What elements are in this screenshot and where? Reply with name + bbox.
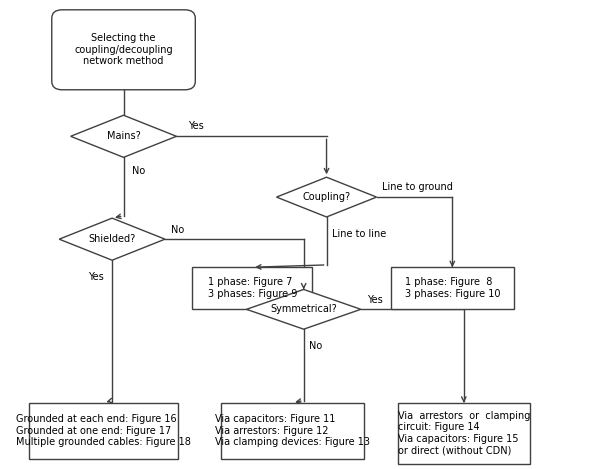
- Text: Grounded at each end: Figure 16
Grounded at one end: Figure 17
Multiple grounded: Grounded at each end: Figure 16 Grounded…: [16, 414, 191, 447]
- Bar: [29, 403, 178, 459]
- Text: 1 phase: Figure 7
3 phases: Figure 9: 1 phase: Figure 7 3 phases: Figure 9: [207, 278, 297, 299]
- Polygon shape: [277, 177, 377, 217]
- Text: No: No: [132, 166, 145, 176]
- Text: Via  arrestors  or  clamping
circuit: Figure 14
Via capacitors: Figure 15
or dir: Via arrestors or clamping circuit: Figur…: [398, 411, 530, 456]
- Bar: [221, 403, 364, 459]
- Polygon shape: [59, 218, 165, 260]
- Text: Shielded?: Shielded?: [88, 234, 136, 244]
- Text: Selecting the
coupling/decoupling
network method: Selecting the coupling/decoupling networ…: [74, 33, 173, 67]
- Text: 1 phase: Figure  8
3 phases: Figure 10: 1 phase: Figure 8 3 phases: Figure 10: [405, 278, 500, 299]
- FancyBboxPatch shape: [52, 10, 195, 90]
- Text: Line to line: Line to line: [332, 229, 387, 239]
- Text: Yes: Yes: [88, 272, 104, 282]
- Text: Coupling?: Coupling?: [303, 192, 350, 202]
- Text: Symmetrical?: Symmetrical?: [271, 304, 337, 314]
- Polygon shape: [247, 289, 361, 329]
- Bar: [391, 267, 514, 310]
- Text: Line to ground: Line to ground: [382, 182, 453, 192]
- Text: No: No: [170, 225, 184, 234]
- Bar: [398, 403, 529, 464]
- Text: Mains?: Mains?: [107, 131, 141, 141]
- Text: Yes: Yes: [188, 121, 204, 131]
- Polygon shape: [71, 115, 176, 157]
- Text: Via capacitors: Figure 11
Via arrestors: Figure 12
Via clamping devices: Figure : Via capacitors: Figure 11 Via arrestors:…: [215, 414, 370, 447]
- Text: Yes: Yes: [367, 295, 382, 305]
- Text: No: No: [309, 341, 322, 351]
- Bar: [192, 267, 312, 310]
